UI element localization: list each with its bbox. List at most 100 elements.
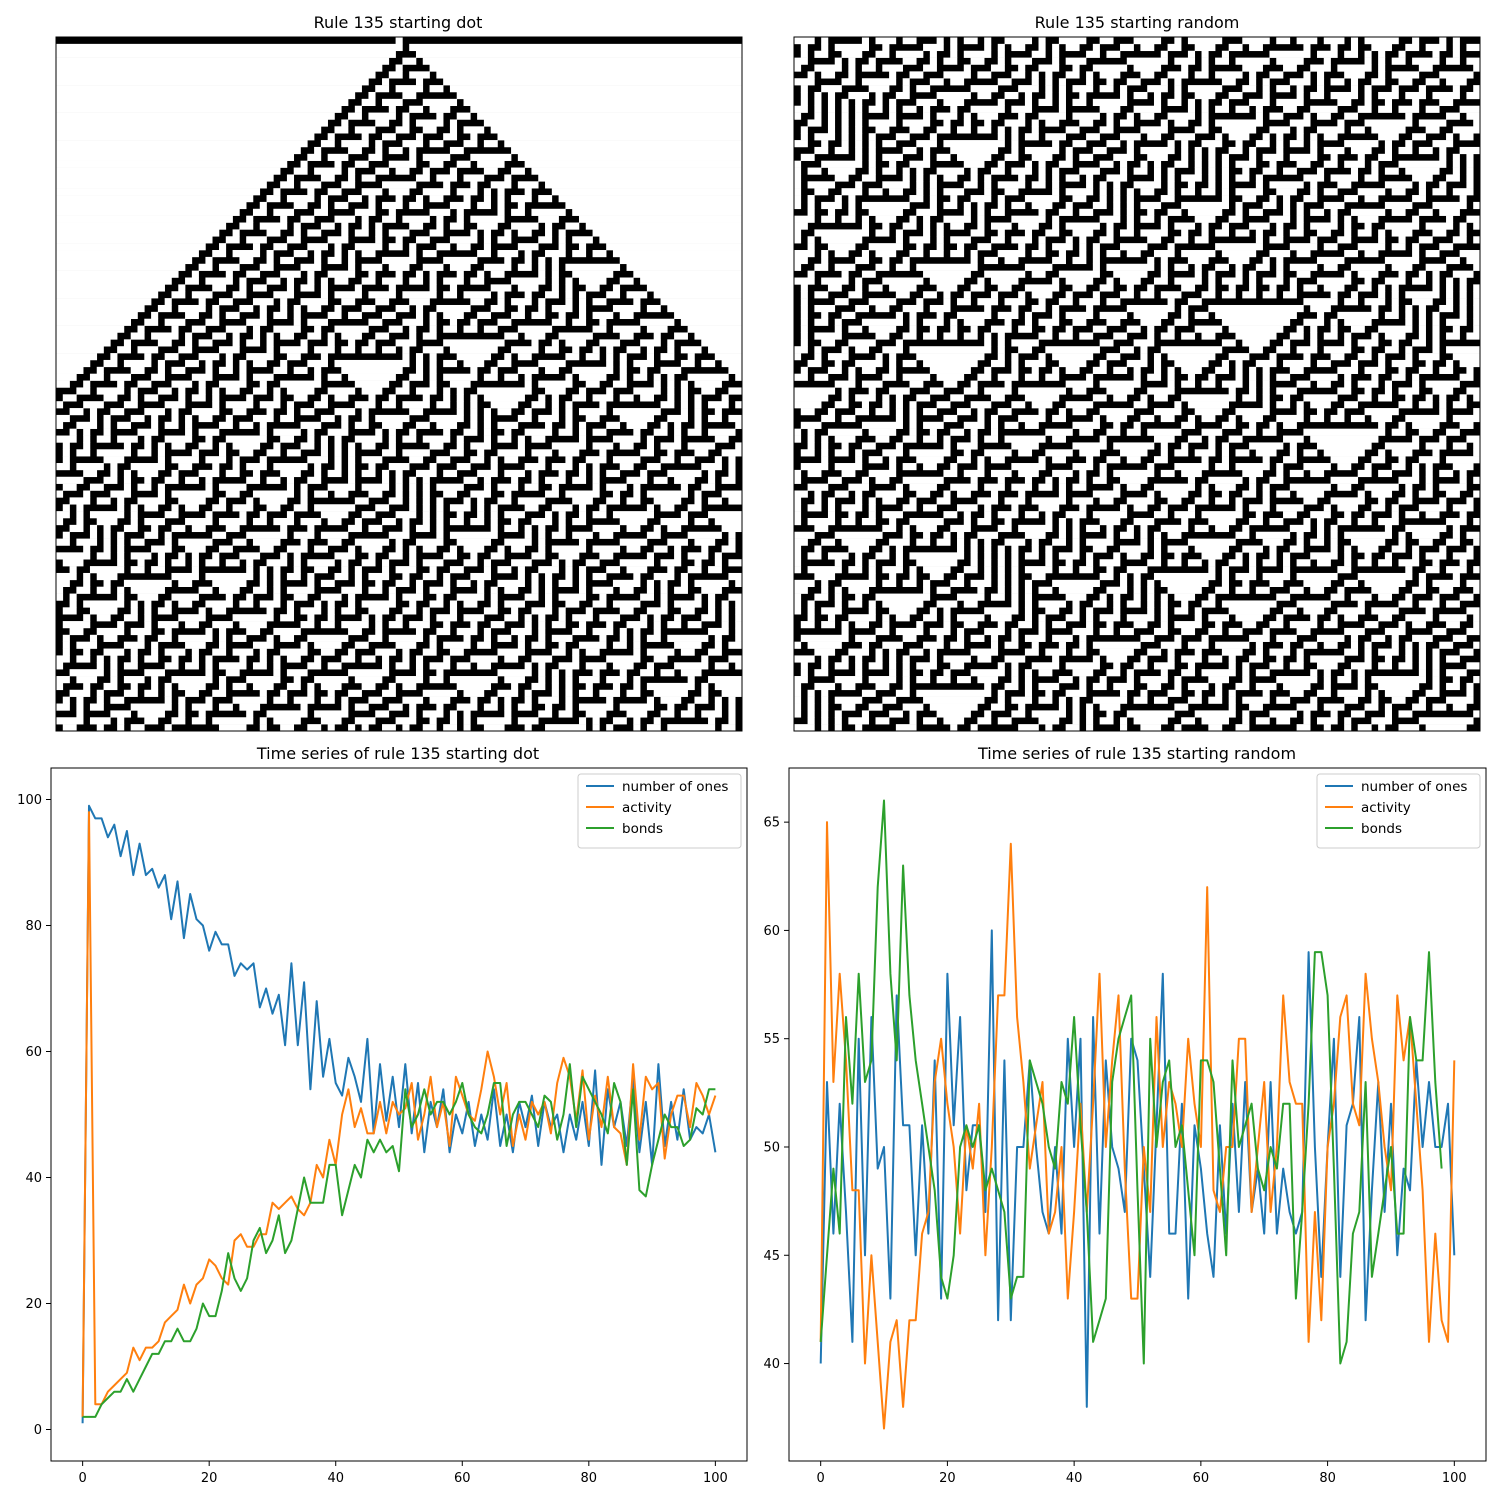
ca-cell-run — [1024, 373, 1039, 381]
ca-cell-run — [1391, 284, 1399, 292]
ca-cell-run — [212, 621, 233, 629]
ca-cell-run — [157, 607, 172, 615]
ca-cell-run — [735, 401, 743, 409]
ca-cell-run — [443, 291, 458, 299]
ca-cell-run — [56, 284, 165, 292]
ca-cell-run — [96, 689, 104, 697]
x-tick-label: 60 — [1193, 1471, 1210, 1486]
ca-cell-run — [477, 270, 485, 278]
ca-cell-run — [882, 346, 903, 354]
ca-cell-run — [280, 359, 288, 368]
ca-cell-run — [841, 394, 849, 402]
ca-cell-run — [1452, 414, 1481, 423]
ca-cell-run — [1228, 256, 1250, 265]
ca-cell-run — [1296, 538, 1304, 546]
ca-cell-run — [341, 140, 369, 148]
ca-cell-run — [1378, 91, 1399, 100]
ca-cell-run — [531, 401, 546, 409]
ca-cell-run — [936, 153, 951, 161]
ca-cell-run — [800, 463, 829, 471]
ca-cell-run — [266, 607, 274, 615]
ca-cell-run — [144, 394, 159, 402]
ca-cell-run — [841, 655, 849, 663]
ca-cell-run — [1208, 559, 1216, 567]
ca-cell-run — [841, 469, 856, 478]
ca-cell-run — [633, 648, 641, 656]
ca-cell-run — [674, 435, 682, 443]
ca-cell-run — [273, 579, 281, 587]
ca-cell-run — [950, 662, 965, 670]
ca-cell-run — [1262, 689, 1270, 697]
ca-cell-run — [1092, 201, 1107, 210]
ca-cell-run — [1201, 140, 1223, 148]
ca-cell-run — [1099, 85, 1114, 93]
ca-cell-run — [714, 559, 722, 567]
ca-cell-run — [1316, 517, 1325, 526]
ca-cell-run — [997, 284, 1012, 292]
ca-cell-run — [1235, 174, 1250, 182]
ca-cell-run — [1350, 43, 1359, 52]
ca-cell-run — [694, 559, 702, 567]
ca-cell-run — [117, 621, 125, 629]
ca-cell-run — [1289, 586, 1304, 594]
ca-cell-run — [1296, 559, 1311, 567]
ca-cell-run — [1187, 50, 1196, 58]
ca-cell-run — [821, 250, 829, 258]
ca-cell-run — [1133, 696, 1148, 704]
ca-cell-run — [1452, 188, 1474, 196]
ca-cell-run — [280, 270, 301, 278]
ca-cell-run — [1412, 339, 1426, 347]
ca-cell-run — [320, 222, 335, 230]
ca-cell-run — [1024, 586, 1033, 594]
ca-cell-run — [551, 339, 559, 347]
ca-cell-run — [1228, 215, 1243, 223]
ca-cell-run — [348, 627, 362, 636]
ca-cell-run — [1446, 600, 1460, 608]
ca-cell-run — [1120, 85, 1128, 93]
ca-cell-run — [443, 277, 464, 285]
ca-cell-run — [531, 579, 539, 587]
ca-cell-run — [1106, 669, 1121, 677]
ca-cell-run — [714, 353, 743, 361]
ca-cell-run — [354, 243, 383, 251]
ca-cell-run — [1133, 662, 1148, 670]
ca-cell-run — [307, 689, 315, 697]
ca-cell-run — [273, 311, 288, 320]
legend-box — [577, 773, 742, 849]
ca-cell-run — [1459, 284, 1467, 292]
ca-cell-run — [1065, 277, 1094, 285]
ca-cell-run — [997, 353, 1005, 361]
ca-cell-run — [701, 339, 743, 347]
ca-cell-run — [1473, 517, 1481, 526]
x-tick-label: 40 — [327, 1471, 344, 1486]
ca-cell-run — [497, 236, 512, 244]
ca-cell-run — [1099, 648, 1134, 656]
ca-cell-run — [531, 552, 546, 560]
ca-cell-run — [1099, 435, 1107, 443]
ca-cell-run — [1099, 71, 1121, 79]
ca-cell-run — [1459, 359, 1481, 368]
ca-cell-run — [997, 408, 1012, 416]
ca-cell-run — [1194, 545, 1229, 553]
ca-cell-run — [834, 359, 842, 368]
ca-cell-run — [1120, 229, 1134, 237]
ca-cell-run — [578, 579, 587, 587]
ca-cell-run — [1242, 64, 1263, 72]
ca-cell-run — [212, 401, 220, 409]
ca-cell-run — [490, 552, 505, 560]
ca-cell-run — [1344, 50, 1359, 58]
ca-cell-run — [483, 607, 498, 615]
ca-cell-run — [1473, 408, 1481, 416]
ca-cell-run — [1425, 359, 1433, 368]
ca-cell-run — [667, 524, 682, 533]
ca-cell-run — [83, 572, 91, 581]
ca-cell-run — [280, 469, 301, 478]
ca-cell-run — [599, 552, 614, 560]
ca-cell-run — [1140, 531, 1148, 539]
ca-cell-run — [1452, 50, 1460, 58]
ca-cell-run — [123, 483, 132, 491]
ca-cell-run — [382, 724, 396, 732]
ca-cell-run — [827, 353, 849, 361]
ca-cell-run — [1181, 153, 1189, 161]
ca-cell-run — [1384, 627, 1406, 636]
